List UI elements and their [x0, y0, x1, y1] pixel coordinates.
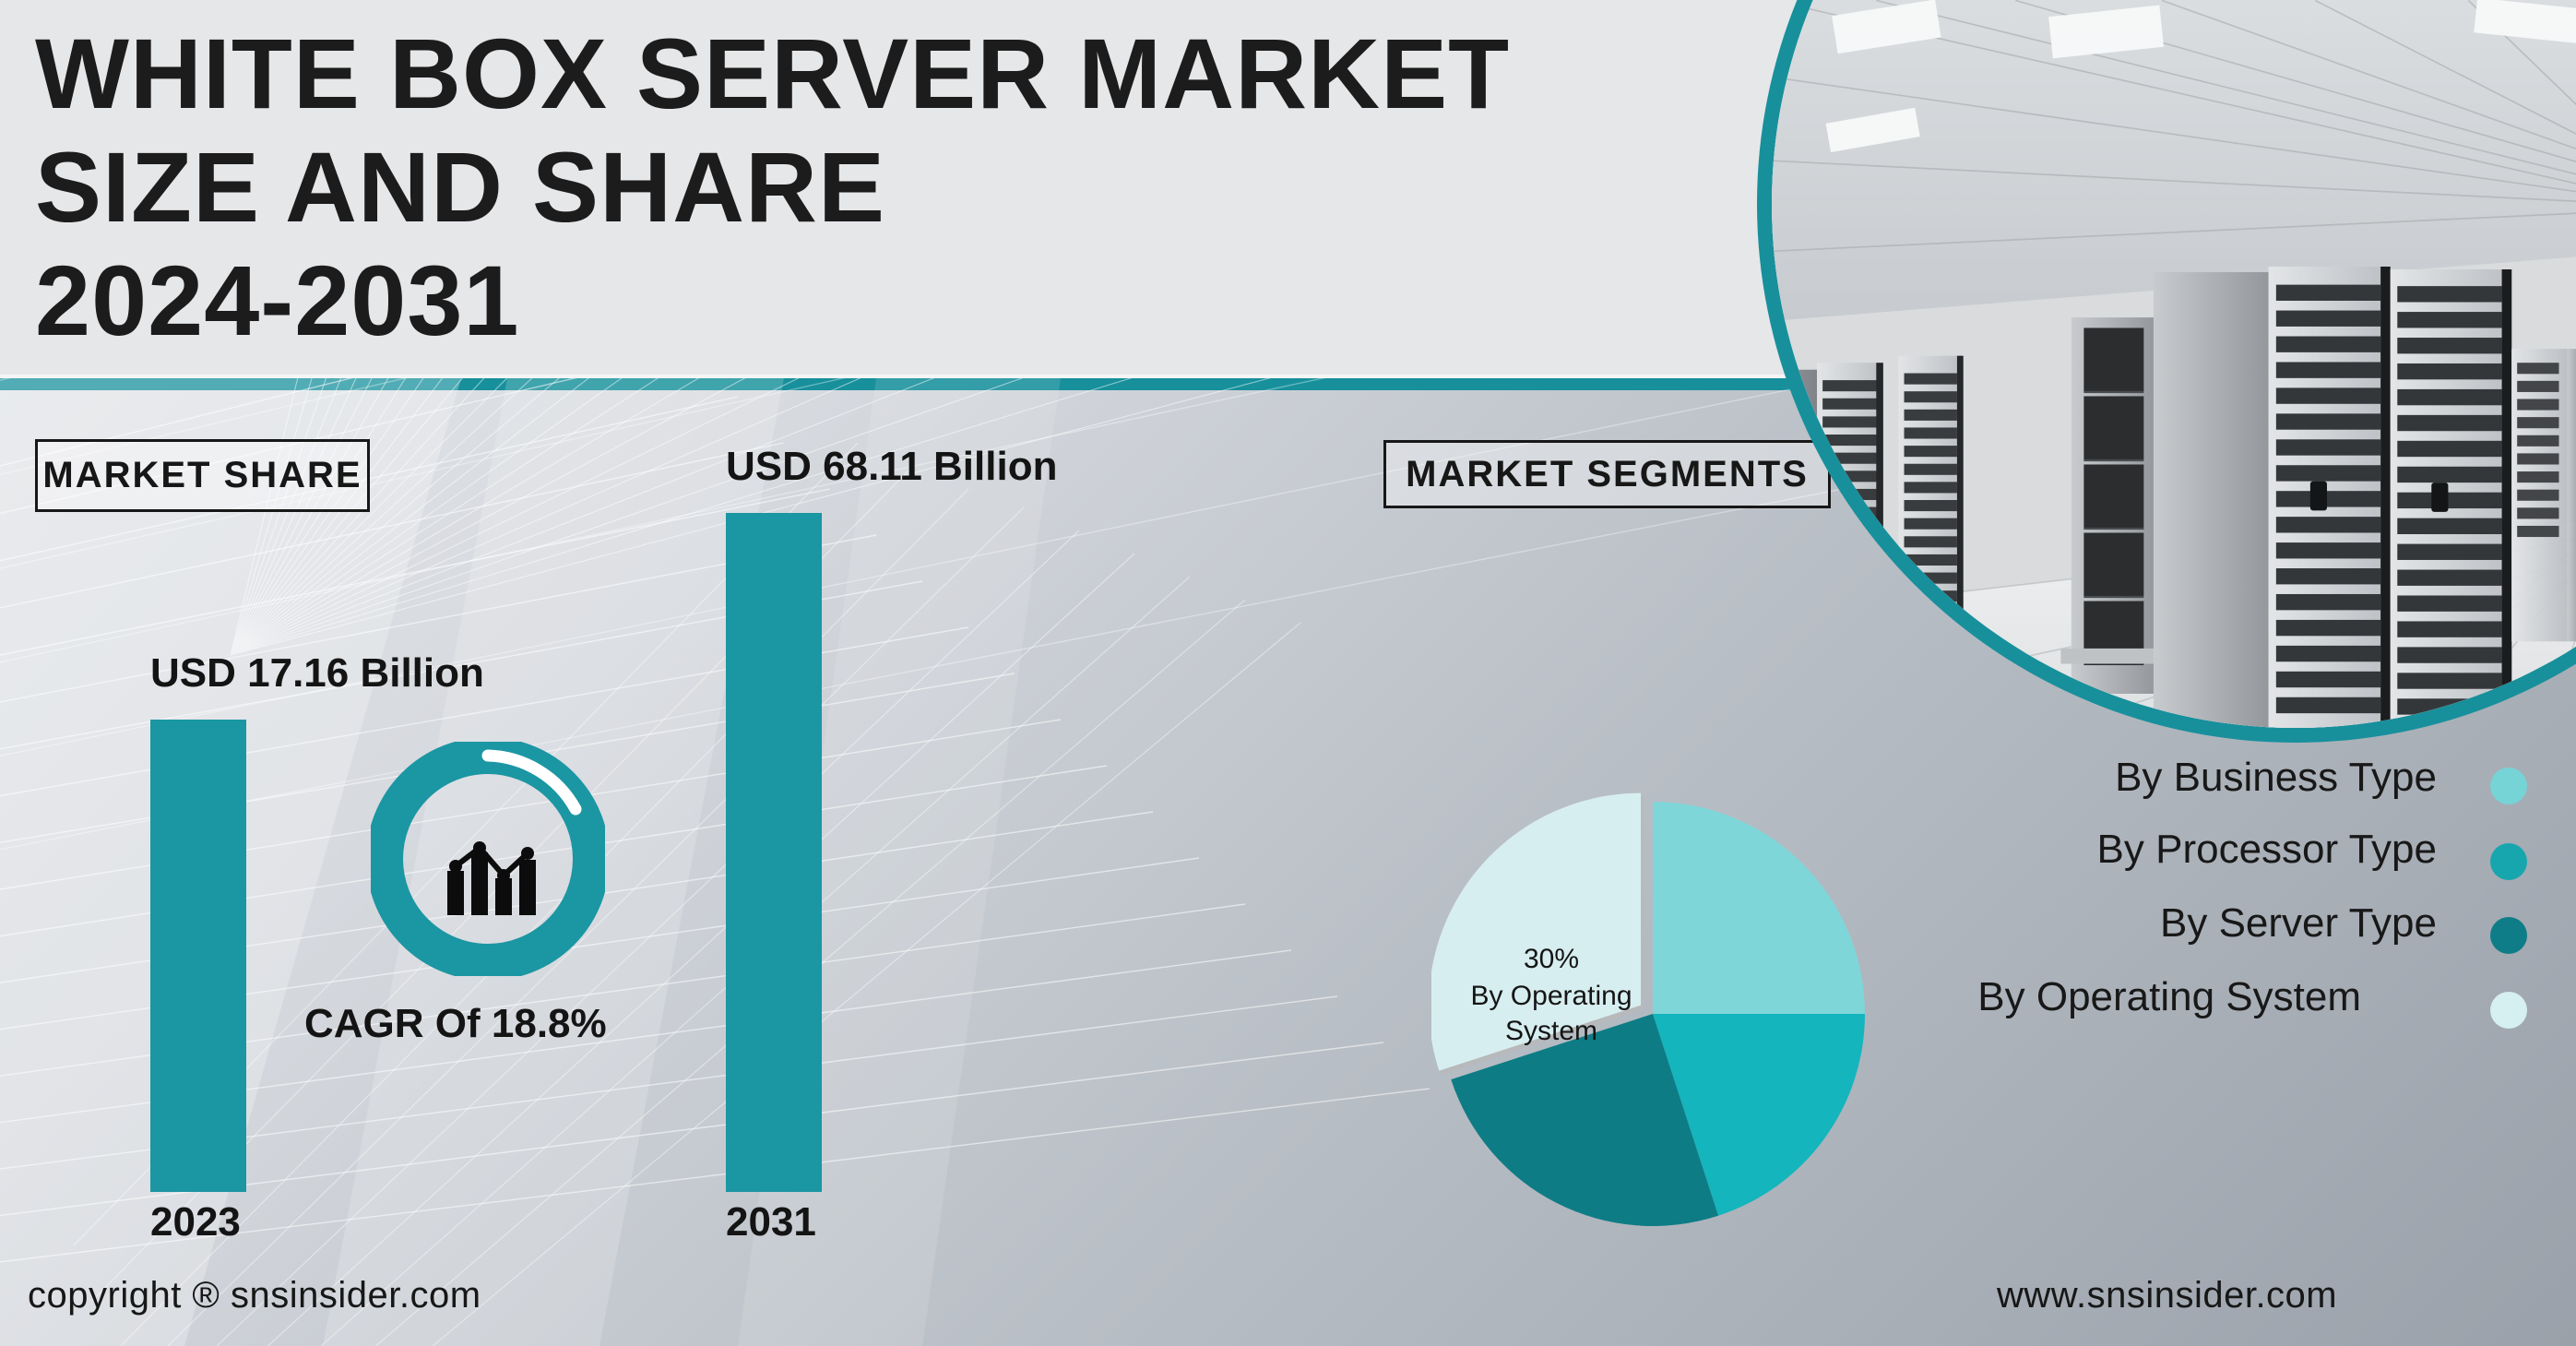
svg-text:30%: 30%	[1524, 944, 1579, 974]
svg-text:By Operating: By Operating	[1470, 981, 1632, 1011]
svg-text:System: System	[1505, 1016, 1597, 1046]
